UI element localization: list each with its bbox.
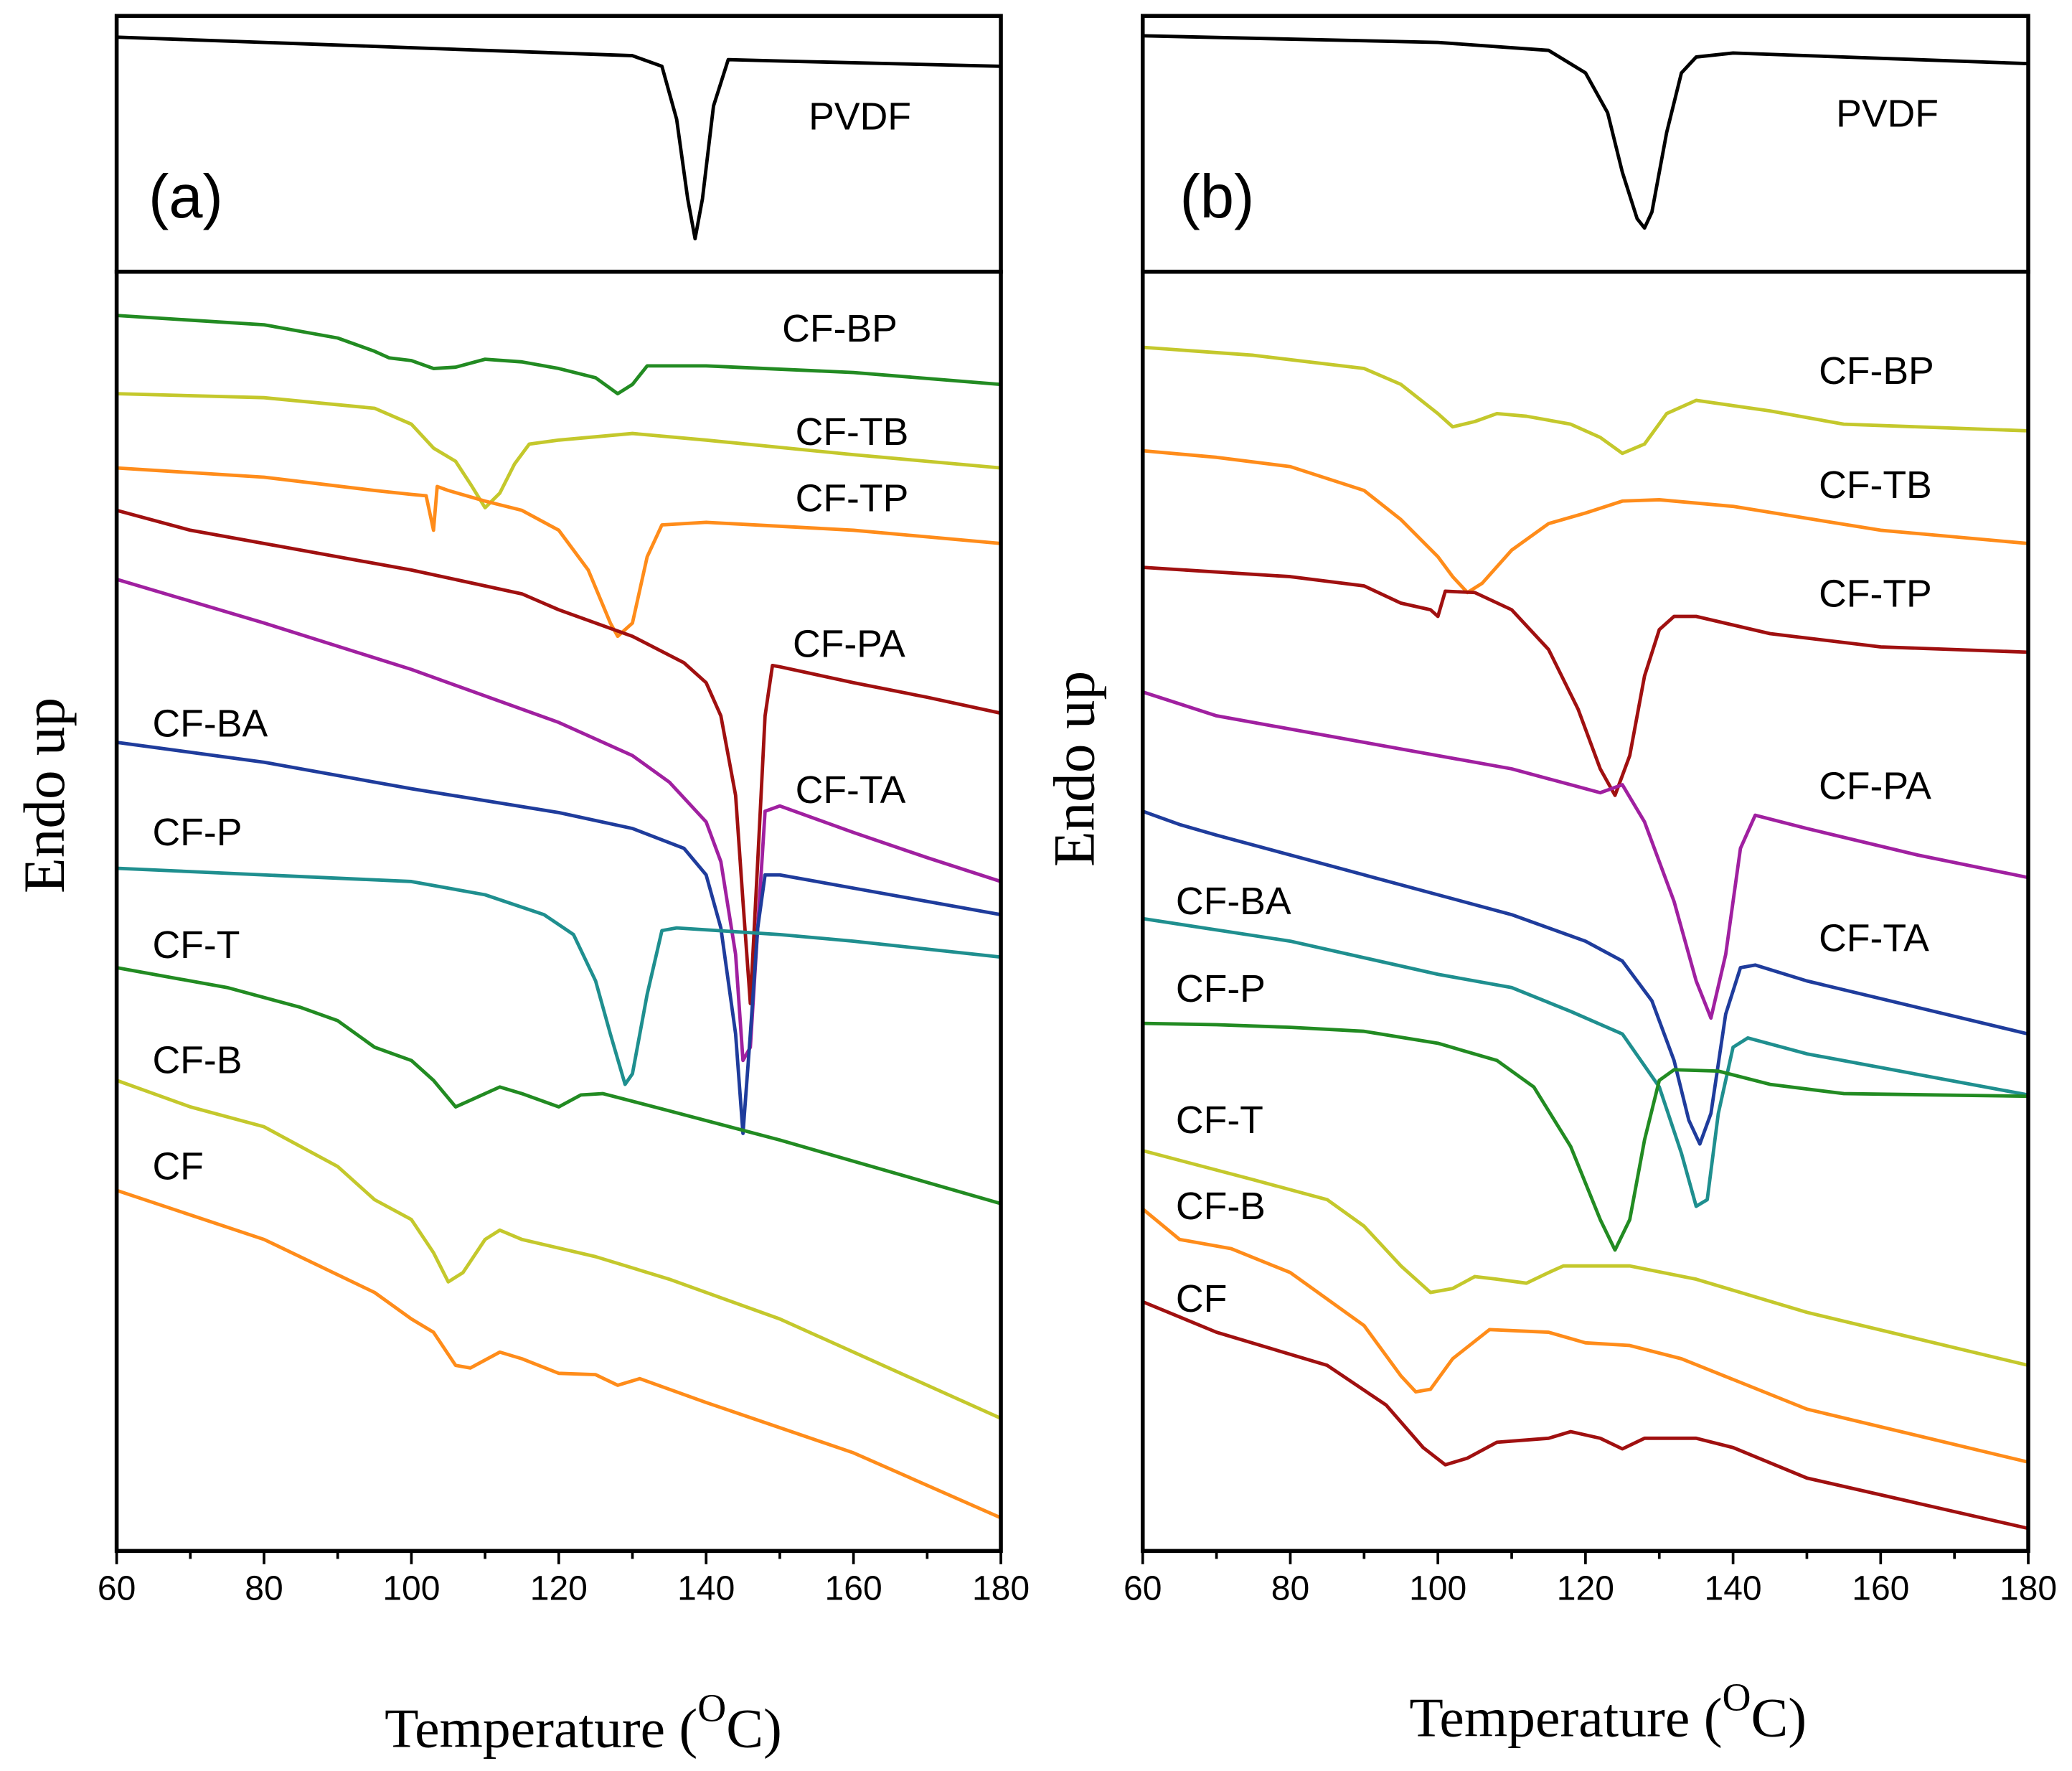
- series-label: PVDF: [1836, 93, 1939, 136]
- data-line: [116, 741, 1002, 1135]
- data-line: [116, 966, 1002, 1206]
- data-line: [1141, 809, 2029, 1146]
- series-label: CF-TA: [1819, 918, 1929, 960]
- series-label: PVDF: [809, 95, 911, 138]
- series-label: CF-TA: [796, 769, 906, 812]
- data-line: [116, 577, 1002, 1063]
- x-axis-label-part: C): [726, 1697, 782, 1759]
- x-tick-label: 120: [1557, 1569, 1614, 1607]
- series-label: CF-BA: [1176, 880, 1291, 923]
- data-line: [1142, 345, 2029, 456]
- series-label: CF-P: [1176, 968, 1266, 1010]
- x-axis-label: Temperature (OC): [385, 1686, 782, 1760]
- data-line: [1141, 1300, 2029, 1531]
- x-tick-label: 160: [825, 1569, 882, 1607]
- series-label: CF-PA: [793, 624, 905, 666]
- x-tick-label: 80: [1271, 1569, 1309, 1607]
- plot-frame: [1140, 14, 2030, 274]
- series-label: CF-P: [152, 812, 242, 854]
- x-tick-label: 60: [98, 1569, 136, 1607]
- data-line: [1142, 1021, 2029, 1252]
- data-line: [116, 392, 1002, 509]
- x-axis-label-part: Temperature (: [385, 1697, 697, 1759]
- y-axis-label: Endo up: [1042, 671, 1107, 867]
- x-tick-label: 140: [1705, 1569, 1762, 1607]
- series-label: CF: [152, 1145, 203, 1188]
- series-label: CF-TP: [1819, 573, 1932, 615]
- y-axis-label: Endo up: [12, 697, 77, 893]
- data-line: [116, 1079, 1002, 1420]
- series-label: CF-BP: [1819, 350, 1934, 393]
- x-tick-label: 180: [972, 1569, 1030, 1607]
- data-line: [116, 314, 1002, 396]
- series-label: CF-BA: [152, 703, 268, 745]
- x-tick-label: 140: [677, 1569, 735, 1607]
- x-axis-label-part: O: [697, 1686, 726, 1730]
- data-line: [116, 866, 1002, 1086]
- panel-label: (a): [149, 163, 223, 231]
- data-line: [116, 466, 1002, 639]
- series-label: CF-T: [1176, 1099, 1263, 1142]
- data-line: [1142, 34, 2029, 230]
- series-label: CF-B: [1176, 1185, 1266, 1228]
- series-label: CF-TP: [796, 477, 909, 520]
- data-line: [1142, 1149, 2029, 1368]
- x-tick-label: 60: [1124, 1569, 1162, 1607]
- x-tick-label: 100: [1409, 1569, 1466, 1607]
- x-tick-label: 160: [1852, 1569, 1909, 1607]
- data-line: [1142, 565, 2029, 797]
- series-label: CF-B: [152, 1040, 242, 1082]
- series-label: CF: [1176, 1278, 1227, 1320]
- x-tick-label: 80: [245, 1569, 283, 1607]
- x-axis-label-part: O: [1723, 1676, 1751, 1719]
- x-tick-label: 180: [2000, 1569, 2057, 1607]
- data-line: [1141, 1207, 2029, 1464]
- x-axis-label: Temperature (OC): [1409, 1676, 1807, 1749]
- x-tick-label: 100: [382, 1569, 440, 1607]
- series-label: CF-TB: [796, 411, 909, 454]
- x-axis-label-part: C): [1751, 1686, 1807, 1748]
- data-line: [116, 35, 1002, 240]
- panel-label: (b): [1179, 163, 1254, 231]
- data-line: [116, 1188, 1002, 1520]
- data-line: [1142, 448, 2029, 595]
- series-label: CF-TB: [1819, 464, 1932, 507]
- series-label: CF-BP: [782, 308, 898, 350]
- data-line: [1142, 916, 2029, 1208]
- data-line: [1142, 690, 2029, 1020]
- series-label: CF-T: [152, 924, 240, 967]
- x-tick-label: 120: [530, 1569, 588, 1607]
- x-axis-label-part: Temperature (: [1409, 1686, 1722, 1748]
- series-label: CF-PA: [1819, 765, 1931, 807]
- data-line: [116, 508, 1002, 1005]
